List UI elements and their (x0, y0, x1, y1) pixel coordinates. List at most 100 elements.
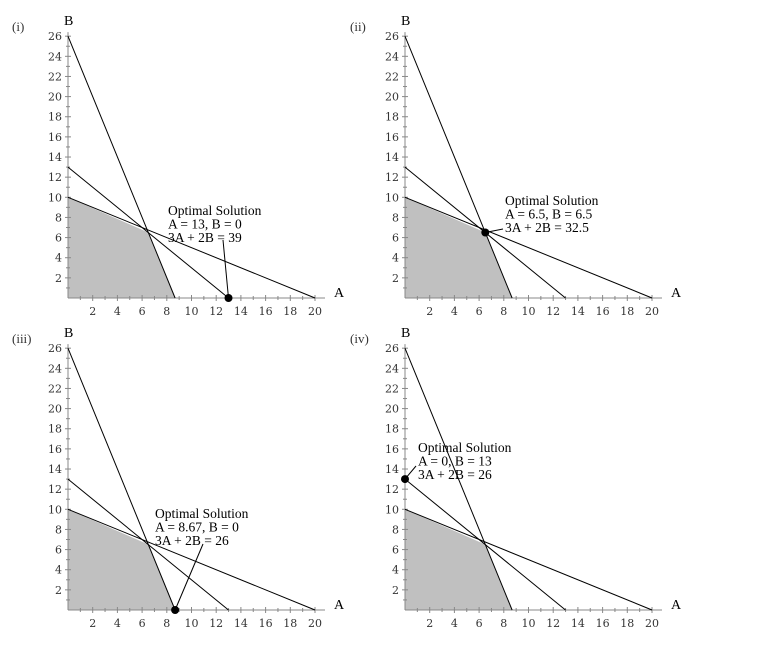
x-tick-label: 14 (571, 305, 585, 318)
y-tick-label: 20 (385, 403, 399, 416)
y-tick-label: 2 (392, 272, 399, 285)
constraint-line-1 (404, 508, 653, 611)
y-tick-label: 6 (55, 544, 62, 557)
x-tick-label: 4 (451, 617, 458, 630)
x-tick-label: 16 (596, 305, 610, 318)
y-tick-label: 14 (48, 151, 62, 164)
x-tick-label: 4 (114, 617, 121, 630)
y-tick-label: 2 (392, 584, 399, 597)
y-tick-label: 10 (48, 503, 62, 516)
feasible-region (405, 509, 513, 610)
optimal-point (224, 294, 233, 302)
y-axis-label: B (401, 14, 410, 29)
y-tick-label: 4 (55, 564, 62, 577)
annotation-line-1: Optimal Solution (505, 193, 599, 208)
y-tick-label: 10 (48, 191, 62, 204)
annotation-line-1: Optimal Solution (418, 440, 512, 455)
x-tick-label: 2 (89, 305, 96, 318)
optimal-point (401, 475, 409, 484)
y-tick-label: 14 (385, 463, 399, 476)
constraint-line-3 (404, 478, 566, 611)
y-tick-label: 18 (48, 423, 62, 436)
y-tick-label: 10 (385, 191, 399, 204)
x-tick-label: 14 (571, 617, 585, 630)
y-tick-label: 22 (48, 70, 62, 83)
x-axis-label: A (671, 286, 682, 301)
y-tick-label: 18 (385, 111, 399, 124)
y-tick-label: 14 (48, 463, 62, 476)
y-tick-label: 14 (385, 151, 399, 164)
y-tick-label: 12 (48, 483, 62, 496)
x-tick-label: 20 (645, 305, 659, 318)
y-tick-label: 4 (55, 252, 62, 265)
optimal-point (481, 228, 490, 237)
x-tick-label: 8 (500, 305, 507, 318)
panel-label: (i) (12, 19, 24, 34)
y-tick-label: 24 (48, 362, 62, 375)
chart-panel-2: (ii)2 4 6 8 10 12 14 16 18 2024681012141618202224… (350, 14, 682, 318)
annotation-line-3: 3A + 2B = 32.5 (505, 220, 589, 235)
annotation-leader-line (222, 239, 229, 299)
optimal-point (171, 606, 180, 614)
x-tick-label: 14 (234, 305, 248, 318)
y-tick-label: 22 (385, 70, 399, 83)
y-axis-label: B (64, 326, 73, 341)
y-tick-label: 26 (385, 30, 399, 43)
x-tick-label: 10 (522, 617, 536, 630)
panel-label: (iii) (12, 331, 32, 346)
y-tick-label: 6 (55, 232, 62, 245)
x-tick-label: 12 (546, 305, 560, 318)
x-tick-label: 8 (500, 617, 507, 630)
y-axis-label: B (64, 14, 73, 29)
y-tick-label: 8 (55, 523, 62, 536)
annotation-line-2: A = 8.67, B = 0 (155, 520, 239, 535)
x-tick-label: 18 (620, 305, 634, 318)
y-tick-label: 26 (385, 342, 399, 355)
y-tick-label: 8 (392, 523, 399, 536)
y-tick-label: 6 (392, 544, 399, 557)
x-tick-label: 10 (185, 305, 199, 318)
x-tick-label: 16 (259, 305, 273, 318)
x-tick-label: 6 (139, 305, 146, 318)
y-tick-label: 22 (385, 382, 399, 395)
annotation-line-1: Optimal Solution (155, 506, 249, 521)
annotation-line-1: Optimal Solution (168, 203, 262, 218)
x-tick-label: 20 (308, 305, 322, 318)
y-tick-label: 10 (385, 503, 399, 516)
y-tick-label: 18 (385, 423, 399, 436)
y-tick-label: 26 (48, 30, 62, 43)
constraint-line-1 (404, 196, 653, 299)
x-tick-label: 12 (209, 617, 223, 630)
x-tick-label: 16 (259, 617, 273, 630)
y-axis-label: B (401, 326, 410, 341)
x-tick-label: 12 (546, 617, 560, 630)
x-tick-label: 20 (308, 617, 322, 630)
x-tick-label: 12 (209, 305, 223, 318)
y-tick-label: 2 (55, 272, 62, 285)
y-tick-label: 26 (48, 342, 62, 355)
x-tick-label: 10 (185, 617, 199, 630)
x-axis-label: A (334, 598, 345, 613)
y-tick-label: 16 (385, 443, 399, 456)
constraint-line-1 (67, 196, 316, 299)
panel-label: (iv) (350, 331, 369, 346)
x-tick-label: 4 (451, 305, 458, 318)
annotation-line-3: 3A + 2B = 26 (418, 467, 492, 482)
y-tick-label: 18 (48, 111, 62, 124)
x-tick-label: 8 (163, 617, 170, 630)
x-tick-label: 6 (476, 617, 483, 630)
y-tick-label: 12 (385, 483, 399, 496)
y-tick-label: 12 (385, 171, 399, 184)
y-tick-label: 6 (392, 232, 399, 245)
constraint-line-2 (404, 36, 513, 299)
constraint-line-3 (67, 478, 229, 611)
x-tick-label: 10 (522, 305, 536, 318)
x-tick-label: 18 (620, 617, 634, 630)
annotation-leader-line (174, 543, 204, 611)
panel-label: (ii) (350, 19, 366, 34)
x-tick-label: 16 (596, 617, 610, 630)
x-tick-label: 20 (645, 617, 659, 630)
feasible-region (405, 197, 513, 298)
feasible-region (68, 197, 176, 298)
